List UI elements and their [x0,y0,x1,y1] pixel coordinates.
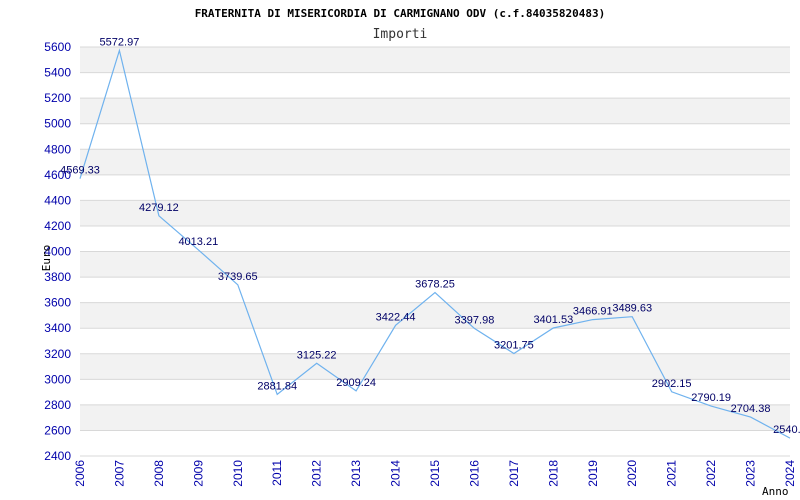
grid-band [80,353,790,380]
data-label: 3401.53 [533,314,573,326]
x-tick-label: 2018 [546,460,560,487]
y-tick-label: 4000 [44,245,71,259]
x-tick-label: 2007 [112,460,126,487]
background-bands [80,47,790,431]
x-tick-label: 2019 [586,460,600,487]
y-tick-label: 4200 [44,219,71,233]
grid-band [80,200,790,226]
x-tick-label: 2020 [625,460,639,487]
data-label: 2881.84 [257,380,297,392]
y-tick-label: 5200 [44,91,71,105]
grid-band [80,47,790,73]
grid-band [80,251,790,278]
y-axis-label: Euro [40,245,53,272]
chart-subtitle: Importi [373,27,428,42]
data-label: 3201.75 [494,340,534,352]
x-tick-label: 2015 [428,460,442,487]
grid-band [80,302,790,329]
y-tick-label: 2400 [44,449,71,463]
y-tick-label: 4600 [44,168,71,182]
data-label: 3466.91 [573,306,613,318]
x-tick-label: 2016 [467,460,481,487]
y-tick-label: 3400 [44,321,71,335]
data-label: 4569.33 [60,165,100,177]
y-tick-label: 4400 [44,193,71,207]
data-label: 3489.63 [612,303,652,315]
gridlines [80,46,790,457]
y-tick-label: 5400 [44,66,71,80]
y-tick-label: 3600 [44,296,71,310]
x-tick-label: 2017 [507,460,521,487]
grid-band [80,149,790,175]
y-tick-label: 5000 [44,117,71,131]
y-tick-label: 4800 [44,142,71,156]
data-label: 2902.15 [652,378,692,390]
data-label: 3678.25 [415,279,455,291]
x-tick-label: 2013 [349,460,363,487]
x-tick-label: 2014 [389,460,403,487]
y-tick-label: 3800 [44,270,71,284]
data-label: 2909.24 [336,377,376,389]
data-label: 3422.44 [376,311,416,323]
x-tick-label: 2023 [744,460,758,487]
data-label: 3125.22 [297,349,337,361]
data-label: 2704.38 [731,403,771,415]
chart-title: FRATERNITA DI MISERICORDIA DI CARMIGNANO… [195,7,606,20]
data-label: 4013.21 [178,236,218,248]
y-axis-ticks: 2400 2600 2800 3000 3200 3400 3600 3800 4000 4200… [44,40,71,463]
x-tick-label: 2006 [73,460,87,487]
data-label: 5572.97 [100,36,140,48]
series-line [79,48,791,439]
x-axis-ticks: 2006 2007 2008 2009 2010 2011 2012 2013 2014 2015… [73,460,797,487]
y-tick-label: 2600 [44,423,71,437]
data-label: 3739.65 [218,271,258,283]
y-tick-label: 3000 [44,372,71,386]
x-tick-label: 2022 [704,460,718,487]
y-tick-label: 3200 [44,347,71,361]
x-tick-label: 2010 [231,460,245,487]
x-tick-label: 2008 [152,460,166,487]
x-axis-label: Anno [762,485,789,498]
grid-band [80,98,790,124]
x-tick-label: 2012 [310,460,324,487]
y-tick-label: 5600 [44,40,71,54]
x-tick-label: 2011 [270,460,284,486]
data-label: 2540.4 [773,424,800,436]
data-labels: 4569.33 5572.97 4279.12 4013.21 3739.65 2881.… [60,36,800,436]
y-tick-label: 2800 [44,398,71,412]
data-label: 2790.19 [691,392,731,404]
grid-band [80,404,790,431]
x-tick-label: 2009 [191,460,205,487]
data-label: 3397.98 [455,314,495,326]
x-tick-label: 2021 [665,460,679,487]
data-label: 4279.12 [139,202,179,214]
x-tick-label: 2024 [783,460,797,487]
